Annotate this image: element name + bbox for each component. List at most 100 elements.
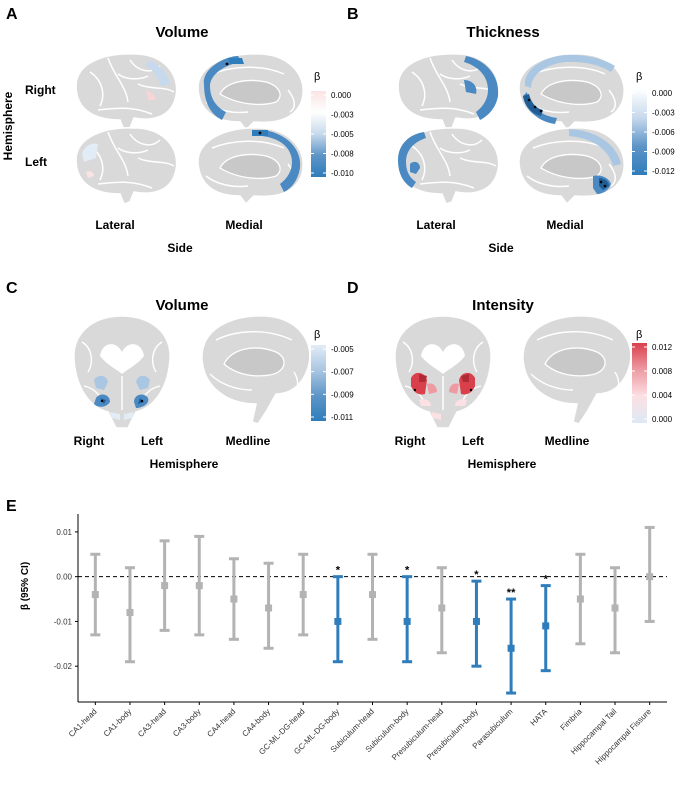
estimate-point [161, 582, 169, 590]
panel-b-left-medial-brain [518, 127, 626, 205]
panel-d-sagittal-brain [522, 315, 632, 425]
panel-b-left-lateral-brain [397, 126, 500, 205]
estimate-point [334, 617, 342, 625]
panel-c-sagittal-brain [201, 315, 311, 425]
legend-tick-label: 0.000 [652, 89, 673, 98]
panel-a-legend-symbol: β [314, 71, 320, 83]
x-tick-label: CA1-head [67, 707, 99, 739]
y-tick-label: -0.01 [54, 617, 73, 626]
panel-b-right-medial-brain [518, 53, 626, 131]
legend-tick-label: -0.008 [331, 150, 354, 159]
panel-a-left-medial-brain [197, 127, 305, 205]
panel-d-col-left: Left [462, 434, 484, 448]
panel-label-d: D [347, 280, 359, 297]
panel-a-row-right: Right [25, 83, 56, 97]
y-tick-label: 0.00 [56, 573, 72, 582]
panel-c-legend-symbol: β [314, 329, 320, 341]
x-tick-label: HATA [529, 707, 550, 728]
estimate-point [91, 591, 99, 599]
x-tick-label: CA4-head [205, 707, 237, 739]
panel-b-col-medial: Medial [546, 218, 583, 232]
panel-b-legend: β 0.000 -0.003 -0.006 -0.009 -0.012 [632, 71, 675, 176]
panel-c-col-right: Right [74, 434, 105, 448]
panel-c-title: Volume [155, 297, 208, 314]
x-tick-label: CA3-body [171, 707, 203, 739]
legend-tick-label: 0.000 [331, 91, 352, 100]
panel-c-axis-label: Hemisphere [150, 457, 219, 471]
estimate-point [369, 591, 376, 599]
legend-tick-label: 0.012 [652, 343, 673, 352]
estimate-point [576, 595, 584, 603]
panel-c-coronal-brain [73, 315, 171, 429]
legend-tick-label: -0.007 [331, 368, 354, 377]
panel-c-col-left: Left [141, 434, 163, 448]
panel-d-legend: β 0.012 0.008 0.004 0.000 [632, 329, 673, 424]
x-tick-label: CA4-body [240, 707, 272, 739]
estimate-point [126, 608, 134, 616]
panel-d-axis-label: Hemisphere [468, 457, 537, 471]
panel-label-b: B [347, 6, 359, 23]
estimate-point [403, 617, 411, 625]
panel-b-legend-symbol: β [636, 71, 642, 83]
significance-label: ** [507, 587, 516, 599]
panel-c-col-medline: Medline [226, 434, 271, 448]
x-tick-label: Fimbria [559, 707, 585, 733]
estimate-point [507, 644, 515, 652]
estimate-point [646, 573, 654, 581]
legend-tick-label: -0.003 [331, 111, 354, 120]
panel-e-y-axis-label: β (95% CI) [20, 562, 31, 610]
legend-tick-label: -0.011 [331, 413, 354, 422]
panel-a-title: Volume [155, 24, 208, 41]
panel-a-col-medial: Medial [225, 218, 262, 232]
panel-a-col-lateral: Lateral [95, 218, 134, 232]
legend-tick-label: -0.003 [652, 109, 675, 118]
estimate-point [472, 617, 480, 625]
y-tick-label: -0.02 [54, 662, 73, 671]
panel-a-right-medial-brain [197, 53, 305, 131]
significance-label: * [544, 574, 549, 586]
panel-b-axis-label: Side [488, 241, 514, 255]
panel-d-legend-symbol: β [636, 329, 642, 341]
panel-e-plot: 0.01 0.00 -0.01 -0.02 CA1-head CA1-body CA3-he… [54, 514, 667, 767]
panel-b-legend-colorbar [632, 89, 647, 175]
significance-label: * [336, 565, 341, 577]
panel-a-row-header: Hemisphere [1, 91, 15, 160]
panel-d-col-medline: Medline [545, 434, 590, 448]
legend-tick-label: -0.006 [652, 128, 675, 137]
legend-tick-label: -0.005 [331, 130, 354, 139]
y-tick-label: 0.01 [56, 528, 72, 537]
panel-a-axis-label: Side [167, 241, 193, 255]
x-tick-label: CA3-head [136, 707, 168, 739]
x-tick-label: CA1-body [102, 707, 134, 739]
panel-label-a: A [6, 6, 18, 23]
panel-d-col-right: Right [395, 434, 426, 448]
panel-d-legend-colorbar [632, 343, 647, 423]
panel-label-c: C [6, 280, 18, 297]
estimate-point [230, 595, 238, 603]
significance-label: * [474, 569, 479, 581]
legend-tick-label: -0.009 [331, 390, 354, 399]
estimate-point [299, 591, 307, 599]
legend-tick-label: -0.005 [331, 345, 354, 354]
panel-d-coronal-brain [394, 315, 492, 429]
legend-tick-label: 0.004 [652, 391, 673, 400]
panel-d-title: Intensity [472, 297, 534, 314]
legend-tick-label: -0.009 [652, 148, 675, 157]
panel-a-legend-colorbar [311, 91, 326, 177]
legend-tick-label: -0.010 [331, 169, 354, 178]
panel-a-row-left: Left [25, 155, 47, 169]
panel-b-right-lateral-brain [397, 52, 500, 131]
legend-tick-label: 0.000 [652, 415, 673, 424]
panel-a-right-lateral-brain [75, 52, 178, 131]
panel-a-legend: β 0.000 -0.003 -0.005 -0.008 -0.010 [311, 71, 354, 178]
panel-b-col-lateral: Lateral [416, 218, 455, 232]
estimate-point [438, 604, 446, 612]
panel-label-e: E [6, 498, 17, 515]
panel-c-legend: β -0.005 -0.007 -0.009 -0.011 [311, 329, 354, 422]
legend-tick-label: -0.012 [652, 167, 675, 176]
estimate-point [542, 622, 550, 630]
panel-c-legend-colorbar [311, 345, 326, 421]
estimate-point [611, 604, 619, 612]
legend-tick-label: 0.008 [652, 367, 673, 376]
